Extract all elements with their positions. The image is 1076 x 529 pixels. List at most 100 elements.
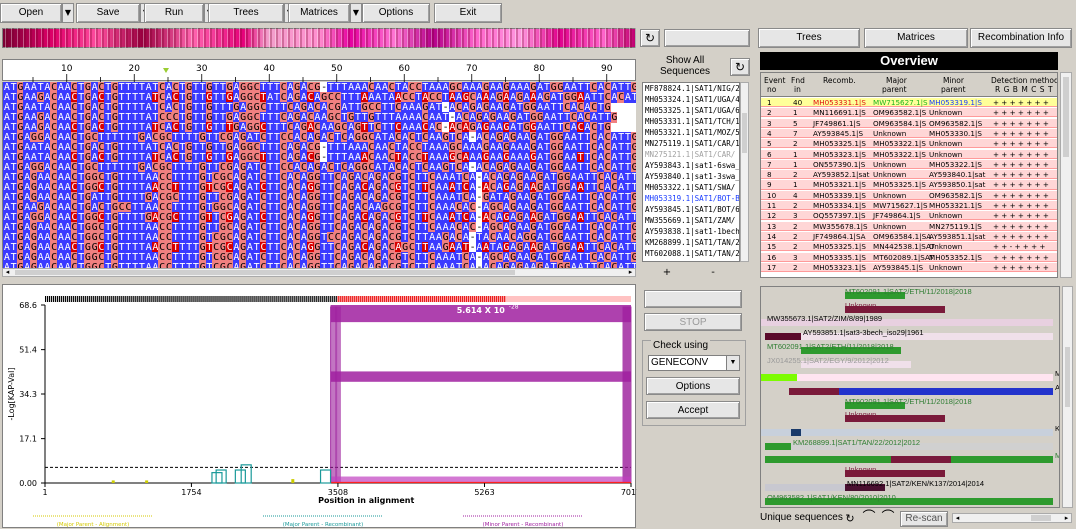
parent-track[interactable]: Unknown [761, 465, 1059, 479]
sequence-name-item[interactable]: MH053319.1|SAT1/BOT-B [645, 194, 740, 203]
parent-track[interactable]: JX014255.1|SAT2/EGY/9/2012|2012 [761, 356, 1059, 370]
parent-track[interactable]: KM268900.1|SAT2/TAN/5/2012|2012 [761, 424, 1059, 438]
sequence-name-item[interactable]: AY593840.1|sat1-3swa_is [645, 172, 740, 181]
overview-row[interactable]: 8 2 AY593852.1|sat Unknown AY593840.1|sat + +… [761, 170, 1057, 180]
open-button[interactable]: Open [0, 3, 62, 23]
exit-button[interactable]: Exit [434, 3, 502, 23]
stop-button[interactable]: STOP [644, 313, 742, 331]
parent-track[interactable]: Unknown [761, 301, 1059, 315]
overview-row[interactable]: 15 2 MH053325.1|S MN442538.1|SAT Unknown + + … [761, 242, 1057, 252]
method-select[interactable]: GENECONV ▼ [648, 355, 740, 371]
overview-cell-maj: OM963584.1|SA [873, 231, 932, 241]
tracks-hscrollbar[interactable]: ◂ ▸ [952, 513, 1072, 523]
add-sequence-button[interactable]: + [662, 267, 672, 278]
parent-track[interactable]: MH053319.1|SAT1/BOT-BUFF/1 [761, 451, 1059, 465]
overview-row[interactable]: 3 5 JF749861.1|S OM963584.1|S OM963582.1|S + … [761, 118, 1057, 128]
tab-recombination-info[interactable]: Recombination Info [970, 28, 1072, 48]
accept-button[interactable]: Accept [646, 401, 740, 419]
sequence-name-item[interactable]: AY593843.1|sat1-6swa_is [645, 161, 740, 170]
parent-track[interactable]: MW355673.1|SAT2/ZIM/8/89|1989 [761, 314, 1059, 328]
overview-vscrollbar[interactable] [1060, 72, 1072, 278]
sequence-name-item[interactable]: AY593845.1|SAT1/BOT/6 [645, 205, 740, 214]
remove-sequence-button[interactable]: - [711, 267, 715, 278]
rescan-button[interactable]: Re-scan [900, 511, 948, 527]
alignment-hscrollbar[interactable]: ◂ ▸ [2, 268, 636, 277]
sequence-name-item[interactable]: MF878824.1|SAT1/NIG/2/ [645, 84, 740, 93]
parent-track[interactable]: OM963582.1|SAT1/KEN/80/2010|2010 [761, 493, 1059, 507]
sequence-name-item[interactable]: MH053321.1|SAT1/MOZ/5 [645, 128, 740, 137]
site-tick [498, 296, 500, 302]
overview-row[interactable]: 9 1 MH053321.1|S MH053325.1|S AY593850.1|sat… [761, 180, 1057, 190]
sequence-name-item[interactable]: KM268899.1|SAT1/TAN/2 [645, 238, 740, 247]
overview-row[interactable]: 11 2 MH053334.1|S MW715627.1|S MH053321.1|S +… [761, 201, 1057, 211]
overview-row[interactable]: 16 3 MH053335.1|S MT602089.1|SAT MH053352.1|… [761, 252, 1057, 262]
tab-trees[interactable]: Trees [758, 28, 860, 48]
track-segment [801, 333, 1053, 341]
overview-cell-ev: 11 [767, 201, 777, 210]
names-vscrollbar[interactable] [740, 82, 749, 262]
chevron-down-icon[interactable]: ▼ [350, 3, 362, 23]
rotate-right-icon[interactable]: ⌒ [881, 510, 895, 525]
overview-cell-rec: AY593845.1|S [813, 128, 864, 138]
run-button[interactable]: Run [144, 3, 204, 23]
overview-row[interactable]: 10 4 MH053339.1|S Unknown OM963582.1|S + + + … [761, 190, 1057, 200]
overview-row[interactable]: 5 2 MH053325.1|S MH053322.1|S Unknown + + + +… [761, 139, 1057, 149]
overview-row[interactable]: 4 7 AY593845.1|S Unknown MH053330.1|S + + + +… [761, 128, 1057, 139]
refresh-strip-button[interactable]: ↻ [640, 29, 660, 47]
overview-cell-maj: Unknown [873, 190, 907, 200]
parent-tracks-panel[interactable]: MT602091.1|SAT2/ETH/11/2018|2018 Unknown M… [760, 286, 1060, 508]
recombination-plot[interactable]: 68.6 51.4 34.3 17.1 0.00 -Log[KAP-Val] 1 1754 35… [2, 284, 637, 528]
sequence-name-item[interactable]: MH053331.1|SAT1/TCH/1 [645, 117, 740, 126]
tracks-vscrollbar[interactable] [1062, 286, 1073, 508]
parent-track[interactable]: MN116692.1|SAT2/KEN/K137/2014|2014 [761, 479, 1059, 493]
blank-corner-button[interactable] [1060, 52, 1074, 70]
overview-row[interactable]: 17 2 MH053323.1|S AY593845.1|S Unknown + + + … [761, 262, 1057, 272]
sequence-name-item[interactable]: MH053324.1|SAT1/UGA/4 [645, 95, 740, 104]
parent-track[interactable]: KM268899.1|SAT1/TAN/22/2012|2012 [761, 438, 1059, 452]
check-options-button[interactable]: Options [646, 377, 740, 395]
refresh-tracks-icon[interactable]: ↻ [845, 512, 855, 525]
refresh-names-button[interactable]: ↻ [730, 58, 750, 76]
sequence-name-item[interactable]: MN275121.1|SAT1/CAR/ [645, 150, 736, 159]
sequence-name-item[interactable]: MH053325.1|SAT1/UGA/6 [645, 106, 740, 115]
save-button[interactable]: Save [76, 3, 140, 23]
trees-menu-button[interactable]: Trees [208, 3, 284, 23]
overview-cell-fnd: 1 [793, 108, 798, 118]
rotate-left-icon[interactable]: ⌒ [862, 510, 876, 525]
sequence-name-item[interactable]: MT602088.1|SAT1/TAN/2 [645, 249, 740, 258]
tab-matrices[interactable]: Matrices [864, 28, 968, 48]
track-label: AY593851.1|sat3-3bech_iso29|1961 [1055, 382, 1060, 392]
chevron-down-icon[interactable]: ▼ [62, 3, 74, 23]
site-tick [145, 296, 147, 302]
site-tick [261, 296, 263, 302]
sequence-name-item[interactable]: MW355669.1|SAT1/ZAM/ [645, 216, 736, 225]
overview-table[interactable]: Event no Fnd in Recomb. Major parent Min… [760, 72, 1058, 278]
parent-track[interactable]: MT602091.1|SAT2/ETH/11/2018|2018 [761, 342, 1059, 356]
overview-cell-rec: MH053323.1|S [813, 262, 866, 272]
sequence-name-item[interactable]: AY593838.1|sat1-1bech_i [645, 227, 740, 236]
matrices-menu-button[interactable]: Matrices [288, 3, 350, 23]
overview-row[interactable]: 1 40 MH053331.1|S MW715627.1|S MH053319.1|S +… [761, 98, 1057, 108]
blank-middle-button[interactable] [644, 290, 742, 308]
show-all-sequences-button[interactable]: Show All Sequences [659, 55, 711, 77]
blank-top-button[interactable] [664, 29, 750, 47]
parent-track[interactable]: AY593851.1|sat3-3bech_iso29|1961 [761, 383, 1059, 397]
overview-row[interactable]: 6 1 MH053323.1|S MH053322.1|S Unknown + + + +… [761, 149, 1057, 159]
overview-row[interactable]: 13 2 MW355678.1|S Unknown MN275119.1|S + + + … [761, 221, 1057, 231]
overview-row[interactable]: 14 2 JF749864.1|SA OM963584.1|SA AY593851.1|… [761, 231, 1057, 242]
chevron-down-icon[interactable]: ▼ [726, 356, 739, 370]
overview-row[interactable]: 7 1 ON557390.1|S Unknown MH053322.1|S + + + +… [761, 159, 1057, 169]
parent-track[interactable]: MH053331.1|SAT2/BOT-BUFF/107/7|1972 [761, 369, 1059, 383]
overview-row[interactable]: 12 3 OQ557397.1|S JF749864.1|S Unknown + + + … [761, 211, 1057, 221]
sequence-name-item[interactable]: MN275119.1|SAT1/CAR/1 [645, 139, 740, 148]
sequence-name-item[interactable]: MH053322.1|SAT1/SWA/ [645, 183, 736, 192]
parent-track[interactable]: AY593851.1|sat3-3bech_iso29|1961 [761, 328, 1059, 342]
parent-track[interactable]: MT602091.1|SAT2/ETH/11/2018|2018 [761, 397, 1059, 411]
sequence-names-list[interactable]: MF878824.1|SAT1/NIG/2/MH053324.1|SAT1/UG… [642, 82, 740, 262]
parent-track[interactable]: Unknown [761, 410, 1059, 424]
options-menu-button[interactable]: Options [362, 3, 430, 23]
parent-track[interactable]: MT602091.1|SAT2/ETH/11/2018|2018 [761, 287, 1059, 301]
overview-row[interactable]: 2 1 MN116691.1|S OM963582.1|S Unknown + + + +… [761, 108, 1057, 118]
site-tick [477, 296, 480, 302]
